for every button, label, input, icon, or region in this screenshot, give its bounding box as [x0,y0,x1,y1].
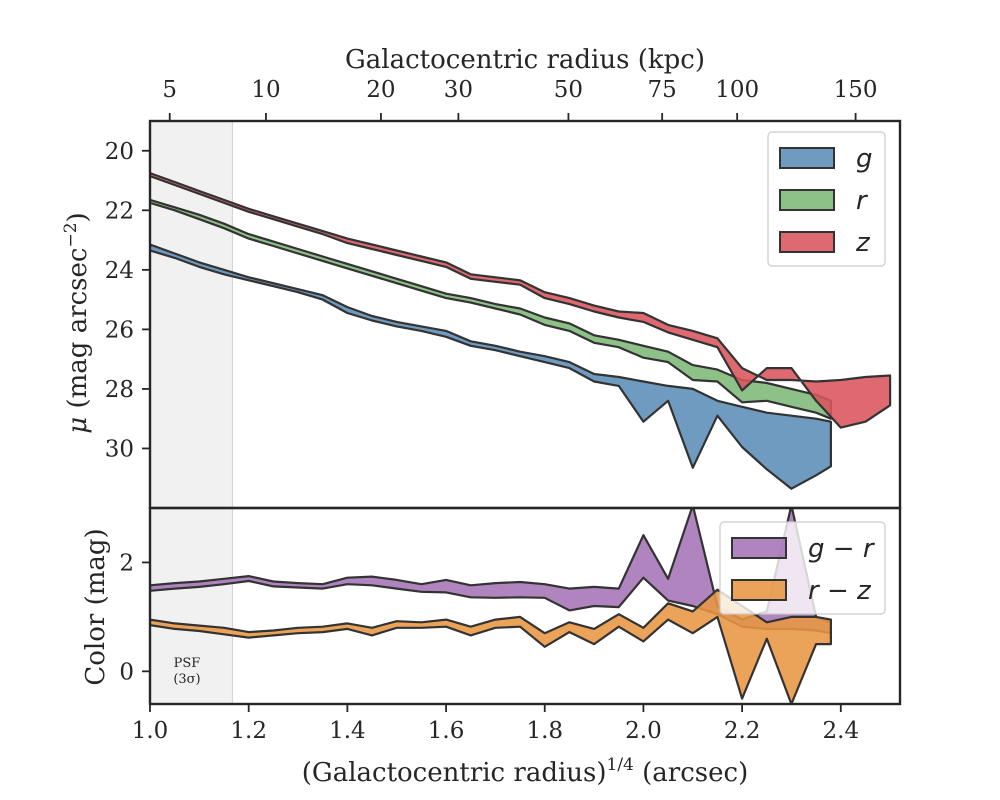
surface-brightness-bands [150,172,892,490]
top-x-tick-label: 10 [251,77,280,103]
y-tick-label: 28 [105,377,134,403]
legend-label: r − z [808,576,872,606]
legend-swatch [779,231,835,253]
x-tick-label: 1.2 [230,718,267,744]
y-tick-label: 30 [105,436,134,462]
legend-swatch [779,189,835,211]
top-x-tick-label: 100 [715,77,759,103]
y-tick-label: 24 [105,258,134,284]
surface-brightness-axis-label: μ (mag arcsec−2) [61,212,93,433]
legend-label: r [856,186,869,216]
band-rz [150,588,832,704]
x-tick-label: 1.8 [526,718,563,744]
bottom-frame [148,506,902,706]
top-psf-region [149,120,233,509]
y-tick-label: 22 [105,198,134,224]
psf-label: PSF [174,656,201,671]
top-x-tick-label: 50 [554,77,583,103]
axis-ticks: 20 22 24 26 28 30 5 10 20 30 50 75 100 150 0 2 1.0 1.2 1.4… [105,77,878,744]
legend-swatch [731,579,787,601]
legend-label: z [855,228,871,258]
bottom-psf-region: PSF(3σ) [149,507,233,705]
x-tick-label: 1.4 [329,718,366,744]
x-tick-label: 2.4 [823,718,860,744]
legend-label: g − r [808,534,876,564]
y-tick-label: 26 [105,317,134,343]
band-g [150,243,832,490]
y-tick-label: 20 [105,139,134,165]
x-tick-label: 2.2 [724,718,761,744]
color-y-tick-label: 0 [119,659,134,685]
legend-swatch [779,147,835,169]
legend-swatch [731,537,787,559]
top-x-tick-label: 30 [444,77,473,103]
legends: grz g − r r − z [719,131,886,615]
bottom-axis-label: (Galactocentric radius)1/4 (arcsec) [302,755,748,788]
top-x-tick-label: 75 [648,77,677,103]
top-x-tick-label: 20 [366,77,395,103]
top-x-tick-label: 150 [834,77,878,103]
color-bands [150,508,832,704]
band-z [150,172,892,429]
psf-label: (3σ) [173,672,200,687]
legend-label: g [856,144,873,174]
legend-bands: grz [767,131,886,267]
legend-colors: g − r r − z [719,521,886,615]
band-r [150,198,832,420]
psf-region [149,507,233,705]
top-axis-label: Galactocentric radius (kpc) [345,45,705,75]
color-axis-label: Color (mag) [81,528,111,685]
x-tick-label: 1.6 [428,718,465,744]
psf-region [149,120,233,509]
axes-frames [148,119,902,706]
color-y-tick-label: 2 [119,550,134,576]
x-tick-label: 2.0 [625,718,662,744]
top-x-tick-label: 5 [162,77,177,103]
x-tick-label: 1.0 [132,718,169,744]
